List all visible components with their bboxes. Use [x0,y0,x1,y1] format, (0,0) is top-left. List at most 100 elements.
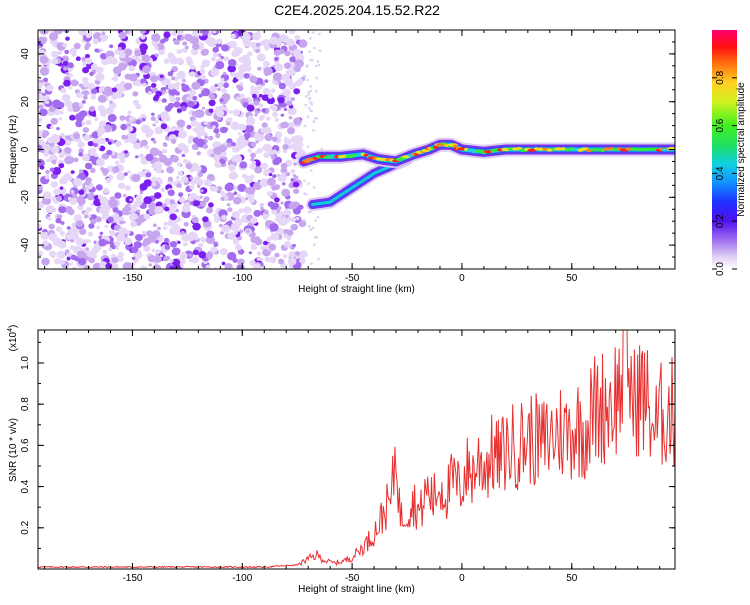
noise-cell [204,37,213,45]
noise-cell [54,258,61,265]
noise-cell [185,163,193,170]
noise-cell [150,116,156,122]
noise-cell [263,60,270,68]
noise-cell [199,68,206,74]
noise-cell [43,151,49,157]
noise-cell [208,108,214,113]
noise-cell [243,73,250,79]
noise-cell [253,209,262,217]
noise-cell [299,142,304,147]
noise-cell [38,45,42,49]
noise-cell [287,257,297,266]
noise-cell [151,230,161,238]
noise-cell [176,49,182,55]
noise-cell [267,94,273,99]
noise-cell [305,95,308,98]
noise-cell [314,64,318,68]
noise-cell [93,143,98,148]
noise-cell [74,256,80,262]
noise-cell [48,250,56,257]
noise-cell [154,119,159,124]
noise-cell [182,78,186,83]
noise-cell [73,42,81,50]
noise-cell [79,110,88,117]
noise-cell [56,127,60,131]
noise-cell [261,39,270,47]
noise-cell [146,230,153,237]
noise-cell [51,207,57,213]
noise-cell [294,35,301,41]
noise-cell [81,86,85,91]
noise-cell [63,138,72,146]
noise-cell [214,122,219,126]
noise-cell [68,209,75,216]
noise-cell [295,39,302,45]
noise-cell [103,187,110,194]
noise-cell [177,171,184,176]
noise-cell [307,93,310,96]
noise-cell [241,31,251,41]
noise-cell [268,173,273,177]
noise-cell [88,257,95,264]
noise-cell [41,257,50,266]
noise-cell [84,162,93,170]
noise-cell [226,203,231,207]
noise-cell [82,95,88,100]
noise-cell [253,185,257,189]
noise-cell [56,214,63,220]
noise-cell [292,48,302,57]
noise-cell [287,127,295,135]
noise-cell [256,108,261,112]
noise-cell [45,169,50,175]
noise-cell [163,31,171,39]
noise-cell [63,79,71,87]
noise-cell [57,254,62,258]
noise-cell [233,230,238,235]
noise-cell [99,197,109,205]
noise-cell [123,194,127,198]
noise-cell [304,192,308,196]
noise-cell [78,202,83,207]
noise-cell [221,88,227,94]
noise-cell [311,226,315,230]
noise-cell [223,82,230,88]
noise-cell [199,32,203,37]
noise-cell [139,183,148,191]
noise-cell [145,153,154,162]
noise-cell [230,33,236,39]
noise-cell [191,256,200,264]
noise-cell [66,256,71,261]
noise-cell [133,241,142,249]
noise-cell [127,170,131,174]
noise-cell [259,178,269,188]
noise-cell [258,103,264,108]
noise-cell [171,247,181,256]
noise-cell [224,263,233,269]
noise-cell [224,183,234,192]
noise-cell [42,130,50,137]
noise-cell [126,57,132,63]
noise-cell [314,219,317,222]
noise-cell [256,251,262,256]
noise-cell [292,207,301,215]
noise-cell [258,93,263,98]
noise-cell [285,172,291,177]
noise-cell [190,48,199,56]
noise-cell [96,126,106,135]
signal-hotspot [411,152,416,156]
noise-cell [99,33,108,42]
noise-cell [143,196,152,205]
noise-cell [38,94,44,101]
noise-cell [122,220,126,224]
noise-cell [228,220,233,224]
noise-cell [283,254,288,259]
noise-cell [105,107,114,115]
noise-cell [206,207,213,214]
noise-cell [315,76,319,80]
noise-cell [95,216,102,223]
noise-cell [81,62,86,67]
noise-cell [189,116,196,122]
noise-cell [169,265,175,269]
noise-cell [293,117,302,126]
noise-cell [60,221,65,225]
